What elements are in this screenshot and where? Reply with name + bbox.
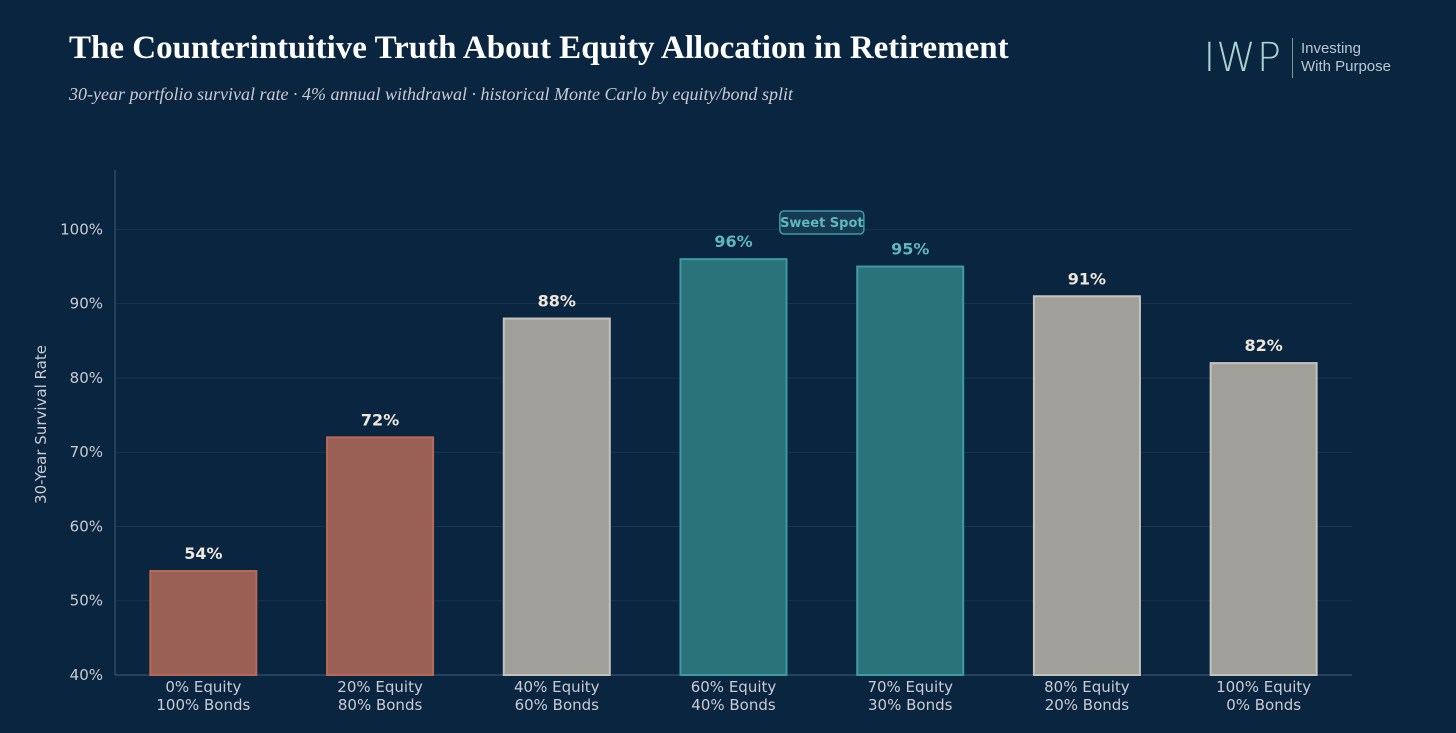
x-tick-label: 20% Bonds xyxy=(1045,696,1130,714)
logo-mark: IWP xyxy=(1203,38,1293,78)
y-tick-label: 70% xyxy=(70,443,103,461)
x-tick-label: 100% Bonds xyxy=(156,696,250,714)
x-tick-label: 60% Equity xyxy=(691,678,777,696)
bar[interactable] xyxy=(502,317,611,676)
y-tick-label: 60% xyxy=(70,517,103,535)
bar[interactable] xyxy=(679,258,788,676)
bar-value-label: 91% xyxy=(1068,269,1106,288)
logo-tagline: Investing With Purpose xyxy=(1293,40,1391,76)
bar[interactable] xyxy=(856,265,965,676)
logo-tagline-line2: With Purpose xyxy=(1300,58,1391,75)
x-tick-label: 60% Bonds xyxy=(515,696,600,714)
x-tick-label: 40% Equity xyxy=(514,678,600,696)
bar-value-label: 96% xyxy=(714,232,752,251)
x-tick-label: 70% Equity xyxy=(867,678,953,696)
chart-subtitle: 30-year portfolio survival rate · 4% ann… xyxy=(69,84,793,104)
bar[interactable] xyxy=(149,570,258,677)
bar[interactable] xyxy=(1032,295,1141,676)
x-tick-label: 0% Equity xyxy=(165,678,241,696)
bar[interactable] xyxy=(326,436,435,676)
x-tick-label: 0% Bonds xyxy=(1226,696,1301,714)
x-tick-label: 30% Bonds xyxy=(868,696,953,714)
brand-logo: IWP Investing With Purpose xyxy=(1203,38,1391,78)
bar-value-label: 72% xyxy=(361,410,399,429)
bar[interactable] xyxy=(1209,362,1318,676)
x-tick-label: 40% Bonds xyxy=(691,696,776,714)
y-tick-label: 40% xyxy=(70,666,103,684)
bar-value-label: 88% xyxy=(538,292,576,311)
sweet-spot-badge xyxy=(779,210,865,235)
x-tick-label: 20% Equity xyxy=(337,678,423,696)
chart-title: The Counterintuitive Truth About Equity … xyxy=(69,30,1009,66)
sweet-spot-label: Sweet Spot xyxy=(780,216,864,231)
y-tick-label: 100% xyxy=(60,220,103,238)
x-tick-label: 100% Equity xyxy=(1216,678,1311,696)
bar-value-label: 54% xyxy=(184,544,222,563)
logo-tagline-line1: Investing xyxy=(1300,40,1361,57)
x-tick-label: 80% Bonds xyxy=(338,696,423,714)
y-tick-label: 50% xyxy=(70,592,103,610)
y-tick-label: 80% xyxy=(70,369,103,387)
y-tick-label: 90% xyxy=(70,295,103,313)
y-axis-title: 30-Year Survival Rate xyxy=(32,345,50,504)
bar-value-label: 82% xyxy=(1244,336,1282,355)
x-tick-label: 80% Equity xyxy=(1044,678,1130,696)
bar-value-label: 95% xyxy=(891,240,929,259)
